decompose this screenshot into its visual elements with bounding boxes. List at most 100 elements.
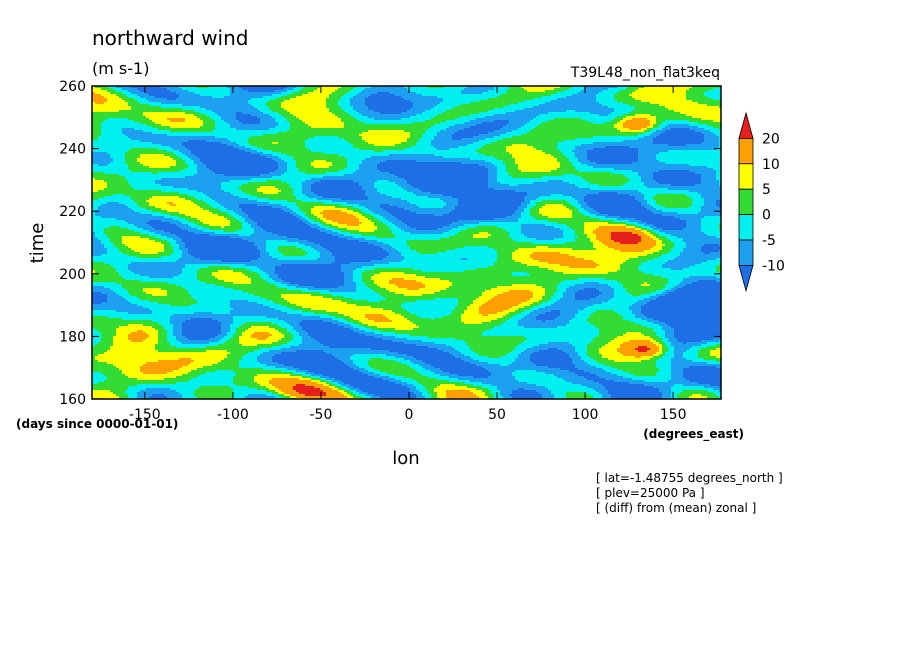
heatmap-cell (632, 104, 635, 106)
heatmap-cell (251, 122, 254, 124)
heatmap-cell (632, 114, 635, 116)
heatmap-cell (305, 92, 308, 94)
heatmap-cell (158, 90, 161, 92)
heatmap-cell (341, 106, 344, 108)
heatmap-cell (362, 110, 365, 112)
heatmap-cell (560, 110, 563, 112)
heatmap-cell (581, 130, 584, 132)
heatmap-cell (665, 92, 668, 94)
heatmap-cell (185, 132, 188, 134)
heatmap-cell (707, 96, 710, 98)
heatmap-cell (116, 116, 119, 118)
heatmap-cell (425, 110, 428, 112)
heatmap-cell (512, 130, 515, 132)
heatmap-cell (122, 102, 125, 104)
heatmap-cell (455, 116, 458, 118)
heatmap-cell (131, 114, 134, 116)
heatmap-cell (500, 96, 503, 98)
heatmap-cell (617, 94, 620, 96)
heatmap-cell (503, 120, 506, 122)
heatmap-cell (569, 116, 572, 118)
heatmap-cell (185, 100, 188, 102)
heatmap-cell (317, 108, 320, 110)
heatmap-cell (638, 110, 641, 112)
heatmap-cell (209, 88, 212, 90)
heatmap-cell (317, 110, 320, 112)
heatmap-cell (362, 130, 365, 132)
heatmap-cell (497, 94, 500, 96)
heatmap-cell (200, 114, 203, 116)
heatmap-cell (383, 116, 386, 118)
heatmap-cell (527, 94, 530, 96)
heatmap-cell (494, 114, 497, 116)
heatmap-cell (317, 122, 320, 124)
heatmap-cell (701, 88, 704, 90)
heatmap-cell (299, 104, 302, 106)
heatmap-cell (326, 88, 329, 90)
heatmap-cell (638, 106, 641, 108)
heatmap-cell (293, 94, 296, 96)
heatmap-cell (404, 130, 407, 132)
heatmap-cell (203, 106, 206, 108)
heatmap-cell (623, 104, 626, 106)
heatmap-cell (392, 126, 395, 128)
heatmap-cell (98, 130, 101, 132)
heatmap-cell (437, 94, 440, 96)
heatmap-cell (242, 102, 245, 104)
heatmap-cell (656, 102, 659, 104)
heatmap-cell (452, 132, 455, 134)
heatmap-cell (368, 104, 371, 106)
heatmap-cell (101, 130, 104, 132)
heatmap-cell (656, 90, 659, 92)
heatmap-cell (593, 110, 596, 112)
heatmap-cell (338, 96, 341, 98)
heatmap-cell (686, 108, 689, 110)
heatmap-cell (638, 128, 641, 130)
heatmap-cell (431, 92, 434, 94)
heatmap-cell (191, 126, 194, 128)
heatmap-cell (665, 88, 668, 90)
heatmap-cell (251, 112, 254, 114)
heatmap-cell (659, 126, 662, 128)
heatmap-cell (665, 106, 668, 108)
heatmap-cell (380, 130, 383, 132)
heatmap-cell (527, 92, 530, 94)
heatmap-cell (191, 90, 194, 92)
heatmap-cell (452, 120, 455, 122)
heatmap-cell (470, 106, 473, 108)
heatmap-cell (455, 100, 458, 102)
heatmap-cell (140, 92, 143, 94)
heatmap-cell (185, 108, 188, 110)
heatmap-cell (488, 126, 491, 128)
heatmap-cell (512, 102, 515, 104)
heatmap-cell (389, 90, 392, 92)
heatmap-cell (314, 130, 317, 132)
heatmap-cell (416, 116, 419, 118)
heatmap-cell (476, 130, 479, 132)
heatmap-cell (515, 110, 518, 112)
heatmap-cell (566, 118, 569, 120)
heatmap-cell (233, 100, 236, 102)
heatmap-cell (290, 132, 293, 134)
heatmap-cell (104, 106, 107, 108)
heatmap-cell (602, 90, 605, 92)
heatmap-cell (203, 128, 206, 130)
heatmap-cell (320, 112, 323, 114)
heatmap-cell (215, 100, 218, 102)
heatmap-cell (146, 116, 149, 118)
heatmap-cell (248, 116, 251, 118)
heatmap-cell (182, 128, 185, 130)
heatmap-cell (308, 126, 311, 128)
heatmap-cell (101, 100, 104, 102)
heatmap-cell (716, 116, 719, 118)
heatmap-cell (392, 88, 395, 90)
heatmap-cell (191, 106, 194, 108)
heatmap-cell (419, 96, 422, 98)
heatmap-cell (563, 94, 566, 96)
heatmap-cell (206, 98, 209, 100)
heatmap-cell (251, 104, 254, 106)
heatmap-cell (119, 112, 122, 114)
heatmap-cell (629, 126, 632, 128)
heatmap-cell (236, 100, 239, 102)
heatmap-cell (281, 108, 284, 110)
